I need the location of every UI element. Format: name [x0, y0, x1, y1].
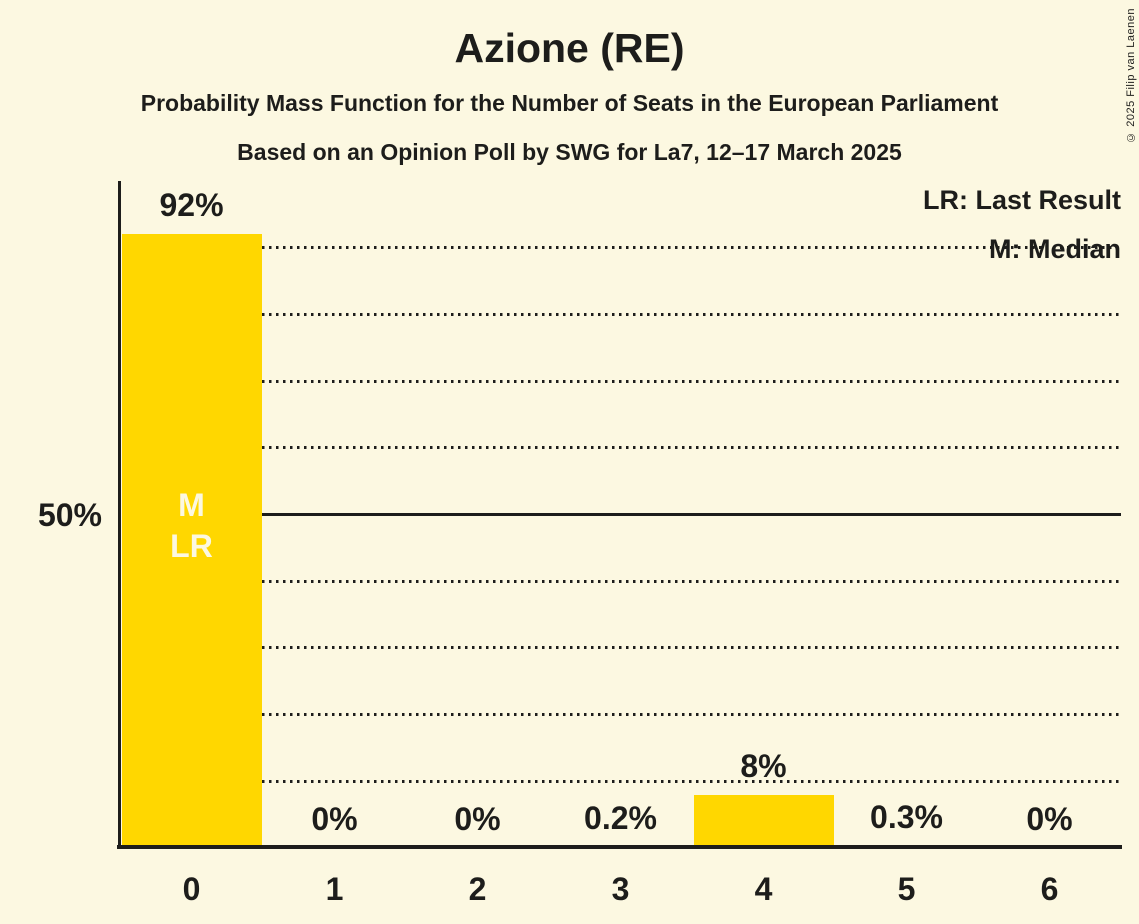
x-tick-label-6: 6: [1040, 871, 1059, 907]
chart-subtitle: Probability Mass Function for the Number…: [140, 90, 999, 116]
page-title: Azione (RE): [454, 25, 685, 71]
gridline-30-percent: [262, 646, 1121, 650]
x-tick-label-1: 1: [325, 871, 344, 907]
annotation-line-m: M: [178, 487, 205, 523]
x-axis-line: [117, 845, 1122, 849]
chart-poll-info: Based on an Opinion Poll by SWG for La7,…: [237, 139, 902, 165]
bar-seat-4: [693, 794, 834, 848]
value-label-seat-4: 8%: [740, 747, 787, 784]
gridline-10-percent: [262, 779, 1121, 783]
x-tick-label-4: 4: [754, 871, 773, 907]
x-tick-label-0: 0: [182, 871, 201, 907]
value-label-seat-6: 0%: [1026, 801, 1073, 837]
gridline-50-percent: [262, 513, 1121, 516]
gridline-40-percent: [262, 579, 1121, 583]
gridline-80-percent: [262, 312, 1121, 316]
value-label-seat-1: 0%: [311, 801, 358, 837]
bar-seat-0: [121, 234, 262, 848]
value-label-seat-0: 92%: [159, 187, 224, 224]
x-tick-label-5: 5: [897, 871, 916, 907]
x-tick-label-2: 2: [468, 871, 487, 907]
value-label-seat-2: 0%: [454, 801, 501, 837]
legend-last-result-label: LR: Last Result: [922, 185, 1121, 215]
gridline-90-percent: [262, 246, 1121, 250]
gridline-70-percent: [262, 379, 1121, 383]
y-axis-50-percent-label: 50%: [37, 497, 102, 533]
value-label-seat-5: 0.3%: [870, 798, 943, 835]
median-last-result-annotation: M LR: [120, 485, 263, 567]
x-tick-label-3: 3: [611, 871, 630, 907]
value-label-seat-3: 0.2%: [584, 799, 657, 836]
annotation-line-lr: LR: [170, 528, 213, 564]
gridline-60-percent: [262, 446, 1121, 450]
gridline-20-percent: [262, 713, 1121, 717]
y-axis-line: [118, 181, 121, 849]
